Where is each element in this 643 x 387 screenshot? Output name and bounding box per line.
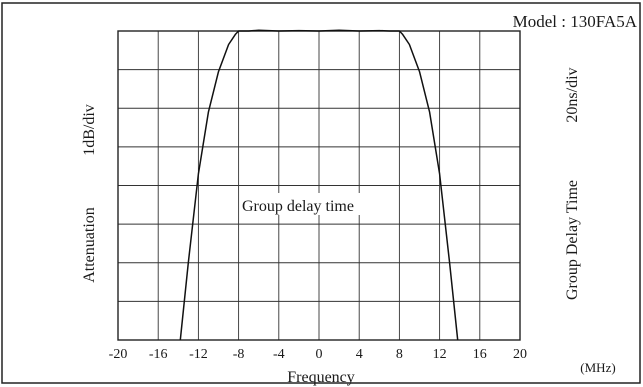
attenuation-curve (179, 29, 459, 341)
x-tick-label: -8 (233, 347, 245, 362)
annotation-backing (240, 193, 392, 215)
x-tick-label: 20 (513, 347, 527, 362)
x-axis-label: Frequency (287, 369, 355, 386)
right-axis-label: Group Delay Time (564, 180, 581, 300)
x-tick-label: -20 (109, 347, 128, 362)
left-scale-label: 1dB/div (81, 104, 98, 156)
curves (179, 29, 459, 341)
x-tick-label: 12 (433, 347, 447, 362)
x-tick-label: -16 (149, 347, 168, 362)
x-tick-label: -12 (189, 347, 208, 362)
x-tick-label: 0 (316, 347, 323, 362)
right-scale-label: 20ns/div (564, 67, 581, 122)
x-tick-label: 16 (473, 347, 487, 362)
x-tick-label: -4 (273, 347, 285, 362)
plot-grid (118, 31, 520, 340)
x-tick-labels: -20 -16 -12 -8 -4 0 4 8 12 16 20 (109, 347, 527, 362)
x-axis-unit: (MHz) (580, 360, 615, 375)
x-tick-label: 4 (356, 347, 363, 362)
group-delay-annotation: Group delay time (242, 198, 354, 215)
left-axis-label: Attenuation (81, 207, 98, 283)
x-tick-label: 8 (396, 347, 403, 362)
model-label: Model : 130FA5A (513, 12, 638, 31)
